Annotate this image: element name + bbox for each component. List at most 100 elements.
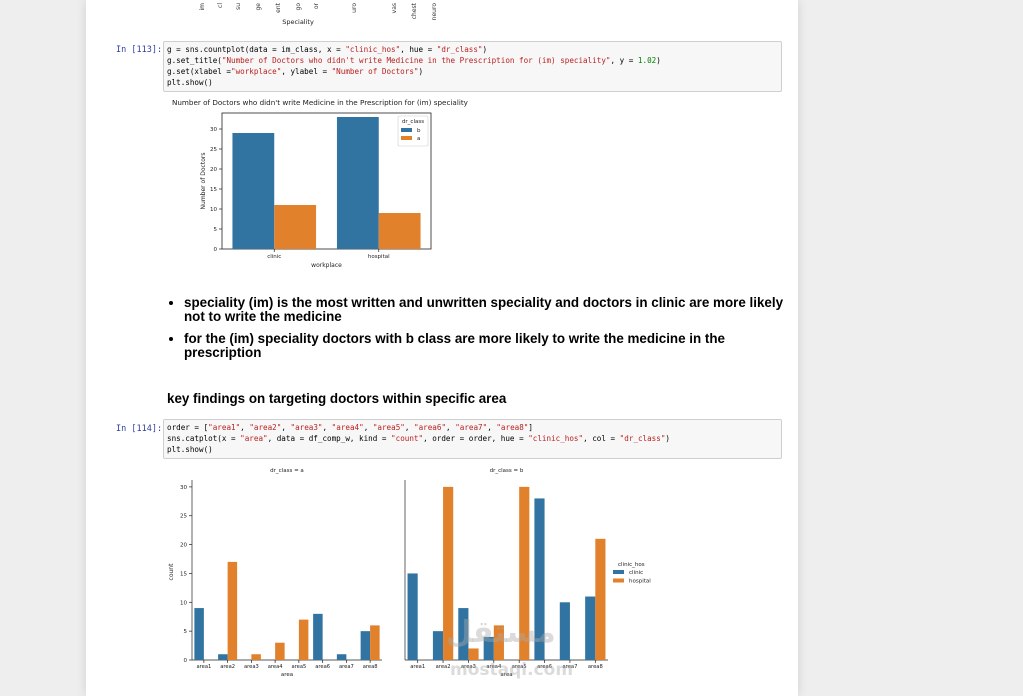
- code-token: , ylabel =: [281, 67, 332, 76]
- legend-title: clinic_hos: [618, 562, 645, 568]
- code-token: ): [665, 434, 670, 443]
- x-tick-label: area6: [315, 664, 330, 670]
- code-token: "workplace": [231, 67, 282, 76]
- code-token: , hue =: [400, 45, 437, 54]
- bar: [378, 213, 421, 249]
- bar: [559, 602, 570, 660]
- code-line: plt.show(): [167, 77, 778, 88]
- x-tick-label: area5: [512, 664, 527, 670]
- code-token: ,: [404, 423, 415, 432]
- chart-title: Number of Doctors who didn't write Medic…: [172, 98, 469, 107]
- cell-prompt: In [113]:: [116, 45, 163, 55]
- code-cell-113[interactable]: g = sns.countplot(data = im_class, x = "…: [163, 41, 782, 92]
- bar: [585, 596, 596, 660]
- code-cell-114[interactable]: order = ["area1", "area2", "area3", "are…: [163, 419, 782, 459]
- code-line: g.set(xlabel ="workplace", ylabel = "Num…: [167, 66, 778, 77]
- bar: [336, 117, 379, 249]
- code-token: ,: [240, 423, 250, 432]
- bar: [336, 654, 347, 660]
- bar: [493, 625, 504, 660]
- tick-label: ge: [255, 3, 262, 11]
- code-line: sns.catplot(x = "area", data = df_comp_w…: [167, 433, 778, 444]
- findings-list: speciality (im) is the most written and …: [170, 296, 784, 368]
- code-token: plt.show(): [167, 445, 213, 454]
- code-token: ): [482, 45, 488, 54]
- y-tick-label: 30: [180, 485, 187, 491]
- code-line: g.set_title("Number of Doctors who didn'…: [167, 55, 778, 66]
- x-axis-label: area: [281, 672, 293, 678]
- x-tick-label: area4: [486, 664, 502, 670]
- bar: [468, 648, 479, 660]
- y-tick-label: 15: [210, 187, 217, 193]
- x-tick-label: area2: [436, 664, 451, 670]
- bar: [275, 642, 285, 660]
- notebook-page: im cl su ge ent go or uro vas chest neuro Specialit…: [86, 0, 798, 696]
- bar: [313, 613, 323, 660]
- x-tick-label: area1: [410, 664, 425, 670]
- plot-frame: [221, 112, 432, 250]
- tick-label: or: [313, 2, 320, 9]
- bar: [534, 498, 545, 660]
- bar: [251, 654, 261, 660]
- bar: [595, 538, 606, 660]
- tick-label: go: [295, 3, 302, 11]
- bar: [360, 631, 371, 660]
- bar: [407, 573, 418, 660]
- code-token: ,: [322, 423, 332, 432]
- legend-label: clinic: [629, 570, 643, 576]
- x-tick-label: area8: [363, 664, 378, 670]
- y-tick-label: 25: [180, 514, 187, 520]
- x-tick-label: area2: [220, 664, 235, 670]
- y-tick-label: 10: [210, 207, 217, 213]
- code-token: , col =: [583, 434, 620, 443]
- cell-prompt: In [114]:: [116, 424, 163, 434]
- code-token: sns.catplot(x =: [167, 434, 241, 443]
- code-token: "area2": [249, 423, 282, 432]
- code-token: "area5": [372, 423, 405, 432]
- bar: [370, 625, 380, 660]
- tick-label: su: [235, 3, 242, 10]
- code-token: ,: [446, 423, 456, 432]
- bar: [483, 636, 494, 660]
- y-tick-label: 0: [184, 658, 188, 664]
- code-token: g.set(xlabel =: [167, 67, 232, 76]
- bar: [458, 608, 469, 660]
- countplot-workplace-chart: Number of Doctors who didn't write Medic…: [172, 98, 469, 269]
- y-tick-label: 30: [210, 127, 217, 133]
- legend-title: dr_class: [402, 119, 424, 125]
- bar: [218, 654, 228, 660]
- code-token: ,: [281, 423, 291, 432]
- y-tick-label: 25: [210, 147, 217, 153]
- x-tick-label: clinic: [267, 254, 281, 260]
- y-tick-label: 0: [214, 247, 218, 253]
- catplot-area-chart: count dr_class = a 0 5 10 15 20 25 30 area1 area2 a…: [168, 468, 651, 678]
- code-token: "clinic_hos": [345, 45, 401, 54]
- section-heading: key findings on targeting doctors within…: [167, 391, 507, 406]
- bar: [519, 486, 530, 660]
- list-item: speciality (im) is the most written and …: [184, 296, 784, 324]
- code-token: "area6": [414, 423, 447, 432]
- y-tick-label: 15: [180, 571, 187, 577]
- watermark-logo: مستقل: [446, 615, 556, 650]
- tick-label: chest: [411, 2, 418, 19]
- code-token: "Number of Doctors": [331, 67, 419, 76]
- list-item: for the (im) speciality doctors with b c…: [184, 332, 784, 360]
- code-token: "Number of Doctors who didn't write Medi…: [221, 56, 611, 65]
- facet-title: dr_class = b: [490, 468, 524, 474]
- watermark-url: mostaqi.com: [450, 660, 574, 680]
- bar: [298, 619, 309, 660]
- code-line: order = ["area1", "area2", "area3", "are…: [167, 422, 778, 433]
- legend-swatch: [401, 128, 412, 132]
- code-token: ]: [528, 423, 533, 432]
- code-token: "area7": [455, 423, 488, 432]
- tick-label: neuro: [431, 3, 438, 21]
- x-axis-label: area: [500, 672, 512, 678]
- legend-label: hospital: [629, 579, 651, 585]
- bar: [432, 631, 444, 660]
- y-tick-label: 20: [180, 543, 187, 549]
- tick-label: vas: [391, 3, 398, 13]
- code-token: "count": [391, 434, 424, 443]
- bar: [227, 561, 238, 660]
- tick-label: uro: [351, 3, 358, 13]
- bar: [232, 133, 275, 249]
